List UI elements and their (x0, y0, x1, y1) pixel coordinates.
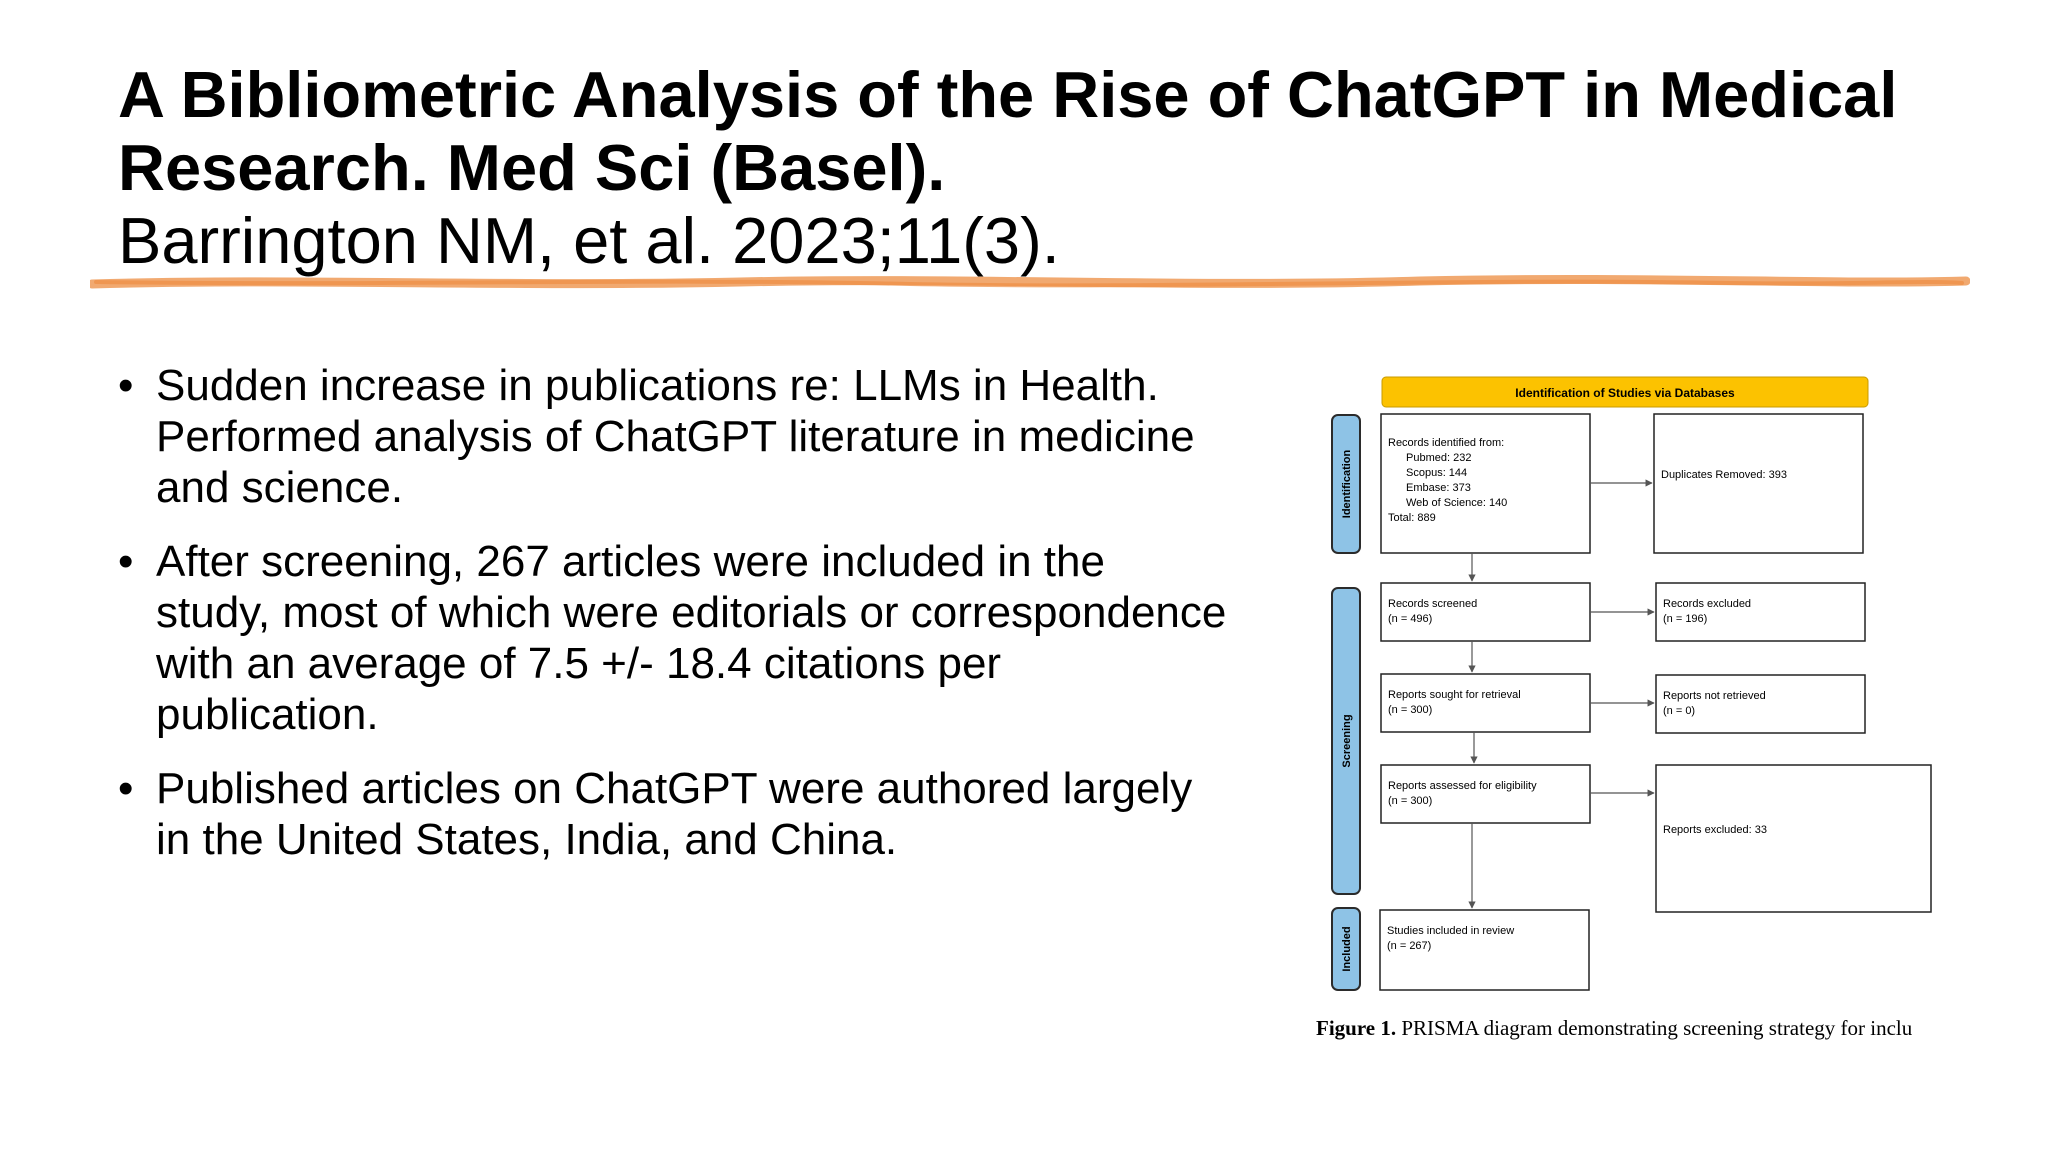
bullet-item: After screening, 267 articles were inclu… (118, 536, 1228, 740)
reports-not-retrieved-n: (n = 0) (1663, 705, 1695, 717)
records-pubmed: Pubmed: 232 (1406, 452, 1471, 464)
records-scopus: Scopus: 144 (1406, 467, 1467, 479)
slide-title: A Bibliometric Analysis of the Rise of C… (118, 58, 1898, 204)
orange-divider (90, 274, 1970, 289)
svg-text:Records screened (n = 496): Records screened (n = 496) (1388, 598, 1480, 625)
reports-not-retrieved-box (1655, 674, 1866, 734)
figure-caption-label: Figure 1. (1316, 1016, 1397, 1040)
reports-sought-label: Reports sought for retrieval (1388, 689, 1521, 701)
slide-citation: Barrington NM, et al. 2023;11(3). (118, 204, 1060, 277)
stage-included-label: Included (1341, 926, 1353, 971)
figure-header-box (1381, 376, 1869, 408)
reports-sought-n: (n = 300) (1388, 704, 1432, 716)
reports-excluded-text: Reports excluded: 33 (1663, 824, 1767, 836)
svg-text:Records identified from: P: Records identified from: Pubmed: 232 Sco… (1388, 437, 1510, 524)
svg-text:Studies included in review: Studies included in review (n = 267) (1387, 925, 1517, 952)
reports-sought-box (1380, 673, 1591, 733)
slide-title-block: A Bibliometric Analysis of the Rise of C… (118, 58, 1978, 277)
svg-text:Reports not retrieved (n =: Reports not retrieved (n = 0) (1663, 690, 1769, 717)
records-excluded-box (1655, 582, 1866, 642)
stage-identification-label: Identification (1341, 450, 1353, 519)
svg-text:Reports sought for retrieval: Reports sought for retrieval (n = 300) (1388, 689, 1524, 716)
studies-included-n: (n = 267) (1387, 940, 1431, 952)
prisma-diagram: Identification of Studies via Databases … (1331, 376, 1932, 991)
reports-assessed-label: Reports assessed for eligibility (1388, 780, 1537, 792)
records-screened-label: Records screened (1388, 598, 1477, 610)
bullet-item: Published articles on ChatGPT were autho… (118, 763, 1228, 865)
records-wos: Web of Science: 140 (1406, 497, 1507, 509)
stage-screening-label: Screening (1341, 714, 1353, 767)
records-excluded-label: Records excluded (1663, 598, 1751, 610)
records-identified-heading: Records identified from: (1388, 437, 1504, 449)
records-total: Total: 889 (1388, 512, 1436, 524)
figure-header-text: Identification of Studies via Databases (1515, 386, 1735, 400)
records-screened-n: (n = 496) (1388, 613, 1432, 625)
records-screened-box (1380, 582, 1591, 642)
studies-included-box (1379, 909, 1590, 991)
records-identified-box (1380, 413, 1591, 554)
figure-caption: Figure 1. PRISMA diagram demonstrating s… (1316, 1016, 1970, 1041)
reports-assessed-n: (n = 300) (1388, 795, 1432, 807)
reports-not-retrieved-label: Reports not retrieved (1663, 690, 1766, 702)
records-embase: Embase: 373 (1406, 482, 1471, 494)
records-excluded-n: (n = 196) (1663, 613, 1707, 625)
svg-text:Records excluded (n = 196): Records excluded (n = 196) (1663, 598, 1754, 625)
duplicates-box (1653, 413, 1864, 554)
reports-excluded-box (1655, 764, 1932, 913)
stage-included (1331, 907, 1361, 991)
figure-caption-text: PRISMA diagram demonstrating screening s… (1401, 1016, 1913, 1040)
studies-included-label: Studies included in review (1387, 925, 1514, 937)
svg-text:Reports assessed for eligibili: Reports assessed for eligibility (n = 30… (1388, 780, 1540, 807)
stage-identification (1331, 414, 1361, 554)
reports-assessed-box (1380, 764, 1591, 824)
duplicates-text: Duplicates Removed: 393 (1661, 469, 1787, 481)
flow-arrows (1468, 479, 1655, 909)
bullet-item: Sudden increase in publications re: LLMs… (118, 360, 1228, 513)
bullet-list: Sudden increase in publications re: LLMs… (118, 360, 1228, 888)
stage-screening (1331, 587, 1361, 895)
